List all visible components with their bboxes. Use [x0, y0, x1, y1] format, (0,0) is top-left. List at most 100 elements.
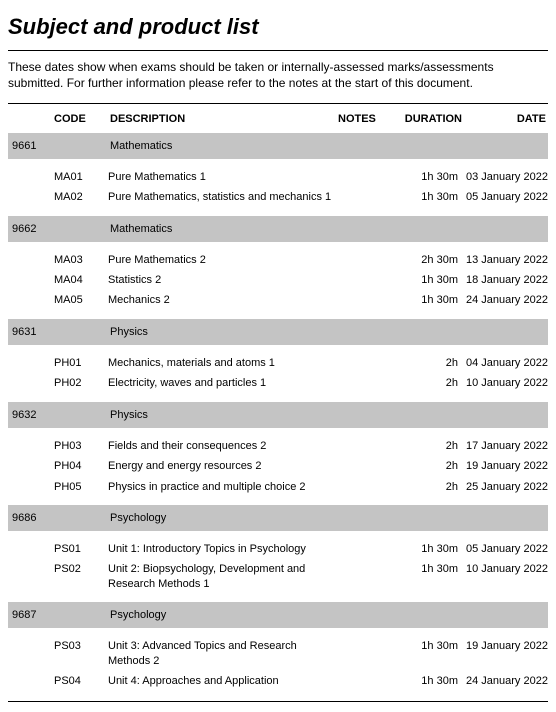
group-blank: [54, 405, 110, 411]
table-header-row: CODE DESCRIPTION NOTES DURATION DATE: [8, 106, 548, 132]
exam-notes: [336, 290, 392, 296]
exam-description: Unit 3: Advanced Topics and Research Met…: [108, 636, 336, 671]
exam-code: MA02: [52, 187, 108, 207]
exam-code: PS03: [52, 636, 108, 656]
exam-description: Pure Mathematics, statistics and mechani…: [108, 187, 336, 207]
group-seq: 9632: [10, 405, 54, 425]
exam-code: MA01: [52, 167, 108, 187]
exam-date: 24 January 2022: [464, 671, 548, 691]
table-row: PS04Unit 4: Approaches and Application 1h…: [8, 671, 548, 691]
exam-code: PS02: [52, 559, 108, 579]
spacer: [8, 594, 548, 602]
exam-code: MA03: [52, 250, 108, 270]
exam-date: 10 January 2022: [464, 559, 548, 579]
exam-notes: [336, 671, 392, 677]
exam-code: PH04: [52, 456, 108, 476]
exam-notes: [336, 539, 392, 545]
exam-code: PH05: [52, 477, 108, 497]
exam-description: Mechanics, materials and atoms 1: [108, 353, 336, 373]
exam-description: Fields and their consequences 2: [108, 436, 336, 456]
group-subject: Psychology: [110, 605, 338, 625]
exam-notes: [336, 559, 392, 565]
table-row: PS03Unit 3: Advanced Topics and Research…: [8, 636, 548, 671]
exam-code: PS01: [52, 539, 108, 559]
group-seq: 9687: [10, 605, 54, 625]
group-seq: 9631: [10, 322, 54, 342]
exam-date: 13 January 2022: [464, 250, 548, 270]
exam-code: PH01: [52, 353, 108, 373]
subject-group-row: 9661 Mathematics: [8, 133, 548, 159]
exam-notes: [336, 353, 392, 359]
table-row: PH02Electricity, waves and particles 12h…: [8, 373, 548, 393]
divider-top: [8, 50, 548, 51]
group-subject: Psychology: [110, 508, 338, 528]
group-blank: [54, 605, 110, 611]
spacer: [8, 311, 548, 319]
table-row: PS02Unit 2: Biopsychology, Development a…: [8, 559, 548, 594]
exam-date: 04 January 2022: [464, 353, 548, 373]
table-row: PH05Physics in practice and multiple cho…: [8, 477, 548, 497]
exam-code: MA05: [52, 290, 108, 310]
exam-duration: 1h 30m: [392, 671, 464, 691]
divider-below-intro: [8, 103, 548, 104]
exam-duration: 2h: [392, 373, 464, 393]
exam-date: 18 January 2022: [464, 270, 548, 290]
group-seq: 9686: [10, 508, 54, 528]
group-blank: [54, 508, 110, 514]
group-subject: Mathematics: [110, 136, 338, 156]
exam-duration: 1h 30m: [392, 270, 464, 290]
intro-text: These dates show when exams should be ta…: [8, 59, 548, 91]
exam-description: Physics in practice and multiple choice …: [108, 477, 336, 497]
exam-notes: [336, 436, 392, 442]
exam-duration: 2h 30m: [392, 250, 464, 270]
spacer: [8, 345, 548, 353]
exam-code: MA04: [52, 270, 108, 290]
exam-description: Unit 2: Biopsychology, Development and R…: [108, 559, 336, 594]
header-notes: NOTES: [336, 106, 392, 132]
exam-description: Pure Mathematics 2: [108, 250, 336, 270]
group-seq: 9661: [10, 136, 54, 156]
group-blank: [54, 136, 110, 142]
exam-duration: 1h 30m: [392, 290, 464, 310]
exam-description: Unit 1: Introductory Topics in Psycholog…: [108, 539, 336, 559]
header-duration: DURATION: [392, 106, 464, 132]
exam-duration: 1h 30m: [392, 636, 464, 656]
exam-description: Statistics 2: [108, 270, 336, 290]
spacer: [8, 531, 548, 539]
header-description: DESCRIPTION: [108, 106, 336, 132]
exam-date: 03 January 2022: [464, 167, 548, 187]
exam-notes: [336, 187, 392, 193]
spacer: [8, 691, 548, 699]
subject-group-row: 9662Mathematics: [8, 216, 548, 242]
exam-notes: [336, 636, 392, 642]
exam-duration: 1h 30m: [392, 559, 464, 579]
exam-description: Unit 4: Approaches and Application: [108, 671, 336, 691]
exam-notes: [336, 270, 392, 276]
exam-duration: 2h: [392, 436, 464, 456]
subject-group-row: 9632 Physics: [8, 402, 548, 428]
exam-notes: [336, 167, 392, 173]
subject-group-row: 9687 Psychology: [8, 602, 548, 628]
table-row: MA03Pure Mathematics 2 2h 30m13 January 2…: [8, 250, 548, 270]
table-row: PS01Unit 1: Introductory Topics in Psych…: [8, 539, 548, 559]
header-date: DATE: [464, 106, 548, 132]
exam-duration: 2h: [392, 353, 464, 373]
spacer: [8, 628, 548, 636]
exam-code: PS04: [52, 671, 108, 691]
exam-code: PH03: [52, 436, 108, 456]
table-row: PH03Fields and their consequences 2 2h17 …: [8, 436, 548, 456]
exam-date: 10 January 2022: [464, 373, 548, 393]
exam-notes: [336, 373, 392, 379]
spacer: [8, 159, 548, 167]
exam-notes: [336, 250, 392, 256]
group-subject: Physics: [110, 405, 338, 425]
exam-description: Pure Mathematics 1: [108, 167, 336, 187]
exam-date: 17 January 2022: [464, 436, 548, 456]
header-blank: [8, 106, 52, 118]
exam-code: PH02: [52, 373, 108, 393]
table-row: MA05Mechanics 21h 30m24 January 2022: [8, 290, 548, 310]
exam-description: Energy and energy resources 2: [108, 456, 336, 476]
exam-notes: [336, 477, 392, 483]
exam-date: 19 January 2022: [464, 636, 548, 656]
exam-duration: 1h 30m: [392, 167, 464, 187]
